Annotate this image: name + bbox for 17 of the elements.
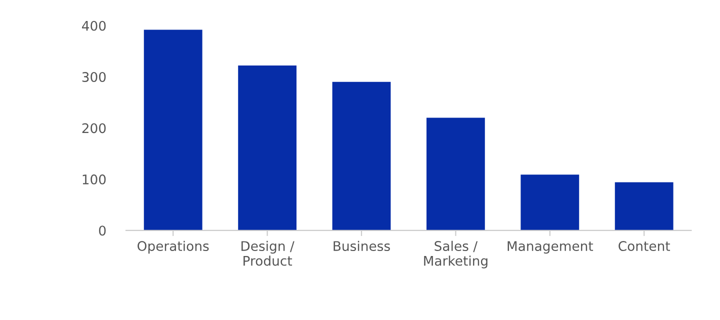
bar — [426, 118, 485, 230]
x-tick-label: Content — [618, 241, 670, 252]
y-tick-label: 100 — [82, 174, 106, 184]
bar — [332, 82, 391, 230]
x-tick-label: Business — [334, 240, 390, 252]
bar — [520, 174, 580, 230]
bar — [144, 30, 202, 230]
x-tick-label: Operations — [138, 240, 209, 254]
x-tick-label: Management — [508, 241, 594, 254]
y-tick-label: 300 — [82, 72, 106, 82]
x-tick-label: Sales / Marketing — [424, 240, 488, 268]
y-tick-label: 0 — [99, 226, 106, 236]
bar — [614, 182, 674, 230]
y-tick-label: 200 — [82, 123, 106, 134]
y-tick-label: 400 — [82, 20, 106, 31]
bar — [238, 66, 296, 230]
x-tick-label: Design / Product — [242, 240, 294, 266]
